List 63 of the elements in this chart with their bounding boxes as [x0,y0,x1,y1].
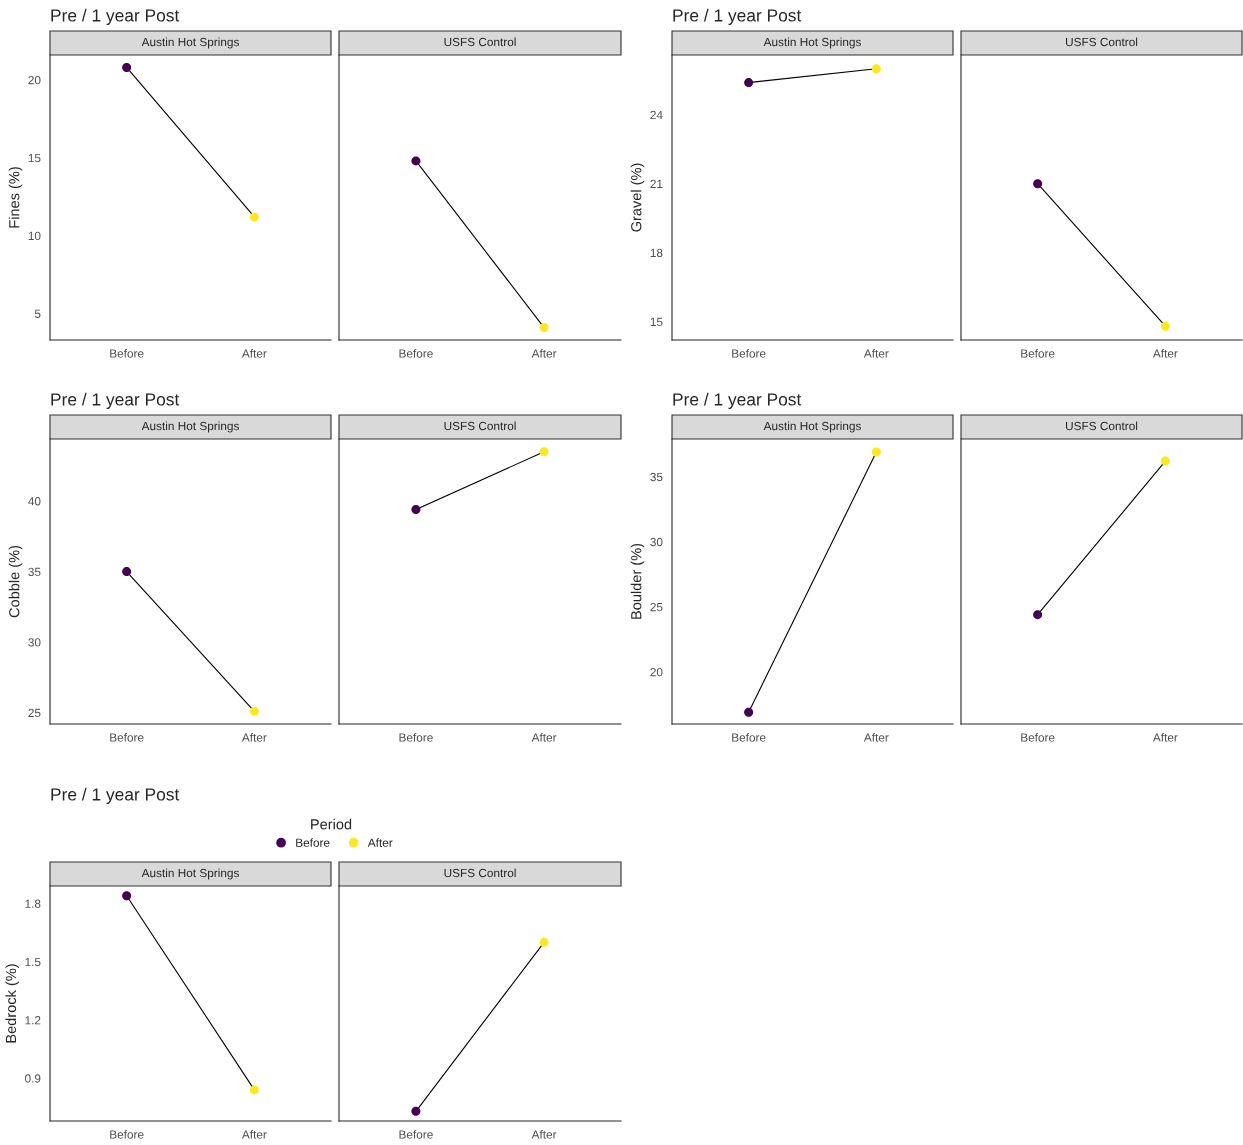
chart-title: Pre / 1 year Post [673,392,802,409]
y-axis-title: Cobble (%) [8,545,23,618]
x-tick-label: Before [732,349,766,358]
y-tick-label: 30 [28,638,41,647]
chart-subtitle: Austin Hot Springs [141,868,239,880]
chart-subtitle: USFS Control [444,37,516,47]
x-tick-label: Before [399,733,433,742]
y-tick-label: 20 [650,667,663,677]
x-tick-label: Before [399,1130,433,1139]
x-tick-label: After [531,1130,557,1139]
chart-subtitle: USFS Control [444,421,516,431]
x-tick-label: Before [732,733,766,742]
chart-subtitle: Austin Hot Springs [763,37,861,49]
y-tick-label: 1.8 [25,899,41,908]
x-tick-label: After [1152,733,1178,742]
chart-title: Pre / 1 year Post [51,392,180,409]
y-axis-title: Fines (%) [8,167,23,228]
y-tick-label: 0.9 [25,1074,41,1083]
x-tick-label: After [531,349,557,358]
x-tick-label: Before [1021,733,1055,742]
x-tick-label: After [241,349,267,358]
x-tick-label: After [863,733,889,742]
y-tick-label: 1.2 [25,1016,41,1025]
legend-label: After [367,838,393,847]
y-tick-label: 18 [650,248,663,258]
y-tick-label: 24 [650,110,663,120]
x-tick-label: Before [110,733,144,742]
y-tick-label: 25 [28,708,41,718]
y-tick-label: 35 [28,567,41,577]
y-tick-label: 5 [34,309,41,318]
y-tick-label: 15 [650,317,663,327]
y-axis-title: Gravel (%) [630,163,645,232]
x-tick-label: Before [110,349,144,358]
x-tick-label: After [241,733,267,742]
chart-subtitle: Austin Hot Springs [763,421,861,433]
chart-subtitle: USFS Control [1066,37,1138,47]
legend-label: Before [296,838,330,847]
x-tick-label: After [1152,349,1178,358]
chart-title: Pre / 1 year Post [51,8,180,25]
chart-subtitle: Austin Hot Springs [141,37,239,49]
y-tick-label: 35 [650,472,663,482]
x-tick-label: After [531,733,557,742]
x-tick-label: Before [110,1130,144,1139]
chart-title: Pre / 1 year Post [51,787,180,804]
y-tick-label: 40 [28,497,41,506]
y-tick-label: 21 [650,179,663,188]
y-tick-label: 30 [650,537,663,547]
y-axis-title: Boulder (%) [630,543,645,619]
y-axis-title: Bedrock (%) [5,964,19,1043]
chart-subtitle: Austin Hot Springs [141,421,239,433]
chart-subtitle: USFS Control [1066,421,1138,431]
y-tick-label: 1.5 [25,957,41,967]
y-tick-label: 25 [650,602,663,612]
y-tick-label: 15 [28,153,41,163]
y-tick-label: 10 [28,231,41,241]
chart-subtitle: USFS Control [444,868,516,878]
chart-title: Pre / 1 year Post [673,8,802,25]
x-tick-label: Before [399,349,433,358]
x-tick-label: Before [1021,349,1055,358]
y-tick-label: 20 [28,75,41,85]
x-tick-label: After [241,1130,267,1139]
x-tick-label: After [863,349,889,358]
legend-title: Period [311,818,352,830]
